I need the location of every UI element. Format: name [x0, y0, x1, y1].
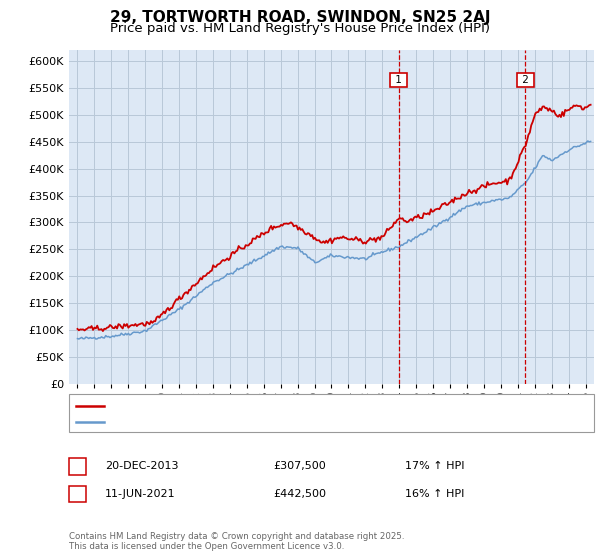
- Text: 20-DEC-2013: 20-DEC-2013: [105, 461, 179, 472]
- Text: 29, TORTWORTH ROAD, SWINDON, SN25 2AJ: 29, TORTWORTH ROAD, SWINDON, SN25 2AJ: [110, 10, 490, 25]
- Text: £442,500: £442,500: [273, 489, 326, 499]
- Text: 29, TORTWORTH ROAD, SWINDON, SN25 2AJ (detached house): 29, TORTWORTH ROAD, SWINDON, SN25 2AJ (d…: [110, 400, 437, 410]
- Text: 2: 2: [74, 489, 81, 499]
- Text: Contains HM Land Registry data © Crown copyright and database right 2025.
This d: Contains HM Land Registry data © Crown c…: [69, 532, 404, 552]
- Text: 17% ↑ HPI: 17% ↑ HPI: [405, 461, 464, 472]
- Text: 1: 1: [74, 461, 81, 472]
- Text: £307,500: £307,500: [273, 461, 326, 472]
- Text: 1: 1: [392, 76, 405, 85]
- Text: Price paid vs. HM Land Registry's House Price Index (HPI): Price paid vs. HM Land Registry's House …: [110, 22, 490, 35]
- Text: HPI: Average price, detached house, Swindon: HPI: Average price, detached house, Swin…: [110, 417, 347, 427]
- Text: 16% ↑ HPI: 16% ↑ HPI: [405, 489, 464, 499]
- Text: 11-JUN-2021: 11-JUN-2021: [105, 489, 176, 499]
- Text: 2: 2: [518, 76, 532, 85]
